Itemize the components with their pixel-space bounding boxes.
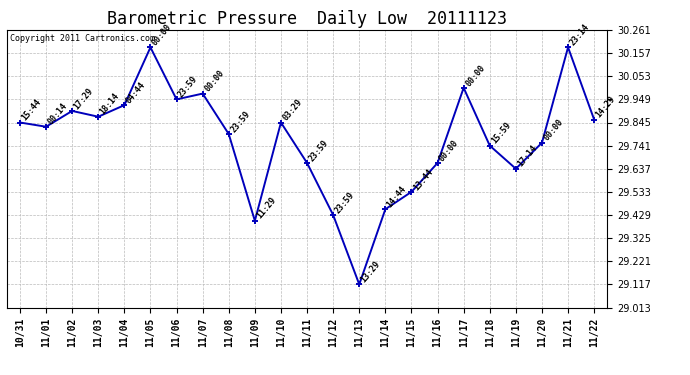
Text: 00:00: 00:00 [542, 118, 565, 143]
Text: 23:59: 23:59 [177, 75, 199, 99]
Text: 15:44: 15:44 [20, 98, 43, 123]
Text: 14:44: 14:44 [385, 184, 408, 209]
Text: 11:29: 11:29 [255, 196, 278, 221]
Text: 18:14: 18:14 [98, 92, 121, 117]
Text: 23:14: 23:14 [568, 22, 591, 47]
Text: 00:00: 00:00 [203, 69, 226, 94]
Text: 17:14: 17:14 [516, 144, 539, 169]
Text: 03:29: 03:29 [281, 98, 304, 123]
Text: 23:59: 23:59 [229, 109, 252, 134]
Text: 00:00: 00:00 [150, 22, 173, 47]
Text: 00:00: 00:00 [437, 138, 460, 163]
Text: Copyright 2011 Cartronics.com: Copyright 2011 Cartronics.com [10, 34, 155, 43]
Text: 04:44: 04:44 [124, 80, 147, 105]
Text: 23:59: 23:59 [307, 138, 330, 163]
Text: 13:29: 13:29 [359, 260, 382, 284]
Text: 00:00: 00:00 [464, 63, 486, 88]
Text: 17:29: 17:29 [72, 86, 95, 111]
Text: 00:14: 00:14 [46, 102, 69, 127]
Text: 15:59: 15:59 [490, 121, 513, 146]
Text: 14:29: 14:29 [594, 94, 617, 120]
Text: 23:59: 23:59 [333, 190, 356, 215]
Title: Barometric Pressure  Daily Low  20111123: Barometric Pressure Daily Low 20111123 [107, 10, 507, 28]
Text: 13:44: 13:44 [411, 167, 435, 192]
